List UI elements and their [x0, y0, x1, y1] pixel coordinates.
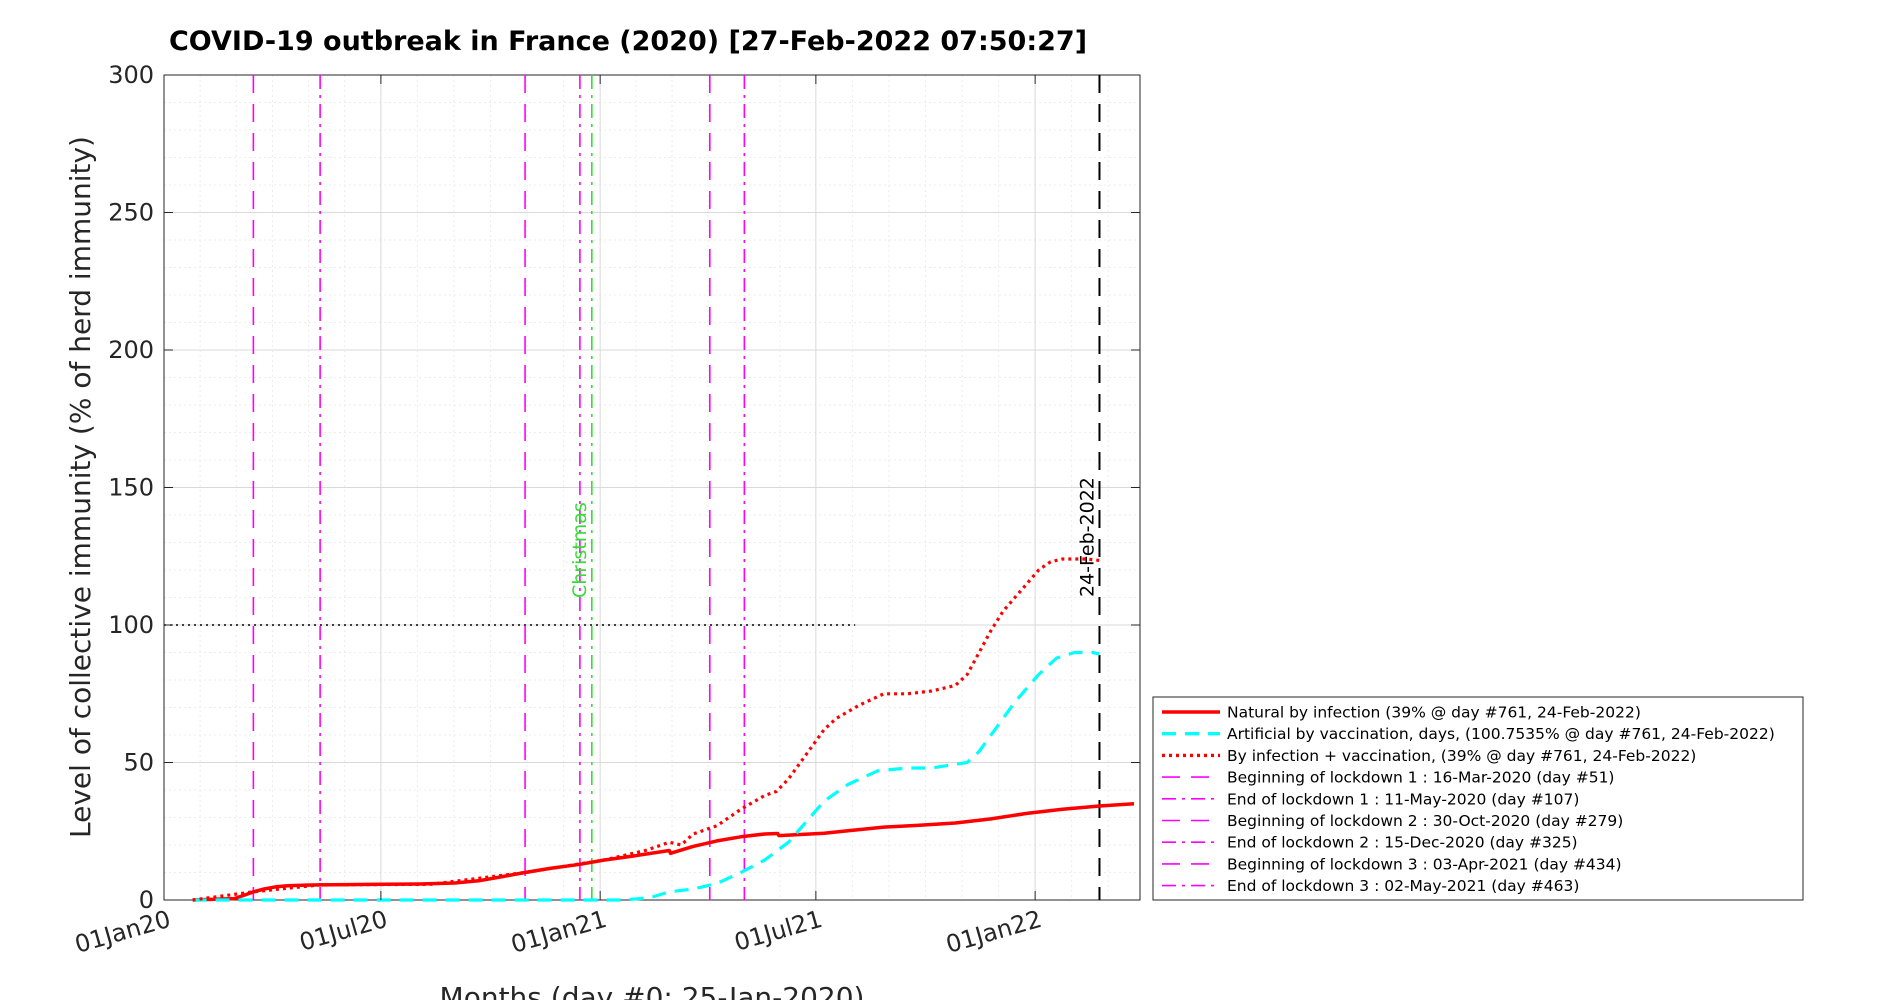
series-lines [192, 557, 1135, 902]
series-line-1 [192, 650, 1100, 902]
y-tick-label: 0 [139, 886, 154, 914]
y-tick-label: 150 [108, 474, 154, 502]
legend-label: By infection + vaccination, (39% @ day #… [1227, 747, 1696, 765]
x-tick-label: 01Jan20 [72, 905, 174, 959]
legend-label: Beginning of lockdown 1 : 16-Mar-2020 (d… [1227, 769, 1614, 787]
x-tick-label: 01Jan21 [508, 905, 610, 959]
x-tick-label: 01Jul21 [731, 905, 825, 957]
y-tick-label: 200 [108, 336, 154, 364]
series-line-2 [192, 557, 1100, 902]
legend-box [1152, 696, 1804, 901]
legend-label: End of lockdown 2 : 15-Dec-2020 (day #32… [1227, 834, 1578, 852]
legend-label: Artificial by vaccination, days, (100.75… [1227, 725, 1775, 743]
y-tick-label: 300 [108, 61, 154, 89]
y-tick-label: 100 [108, 611, 154, 639]
series-line-0 [192, 802, 1135, 902]
y-tick-label: 50 [123, 749, 154, 777]
vertical-marker-label: 24-Feb-2022 [1076, 477, 1098, 597]
y-axis-label: Level of collective immunity (% of herd … [64, 136, 97, 838]
x-axis-label: Months (day #0: 25-Jan-2020) [440, 981, 865, 1000]
vertical-markers: Christmas 24-Feb-2022 [252, 75, 1101, 900]
legend-label: End of lockdown 3 : 02-May-2021 (day #46… [1227, 877, 1579, 895]
vertical-marker-label: Christmas [569, 502, 591, 598]
chart-title: COVID-19 outbreak in France (2020) [27-F… [169, 26, 1087, 57]
x-tick-label: 01Jul20 [296, 905, 390, 957]
legend: Natural by infection (39% @ day #761, 24… [1152, 696, 1804, 901]
legend-label: Natural by infection (39% @ day #761, 24… [1227, 704, 1641, 722]
axis-ticks: 0 50 100 150 200 250 300 01Jan20 01Jul20 01Jan21 0… [72, 61, 1140, 959]
x-tick-label: 01Jan22 [943, 905, 1045, 959]
grid-lines [163, 74, 1140, 901]
y-tick-label: 250 [108, 199, 154, 227]
legend-label: Beginning of lockdown 3 : 03-Apr-2021 (d… [1227, 855, 1622, 873]
legend-label: End of lockdown 1 : 11-May-2020 (day #10… [1227, 790, 1579, 808]
legend-label: Beginning of lockdown 2 : 30-Oct-2020 (d… [1227, 812, 1623, 830]
